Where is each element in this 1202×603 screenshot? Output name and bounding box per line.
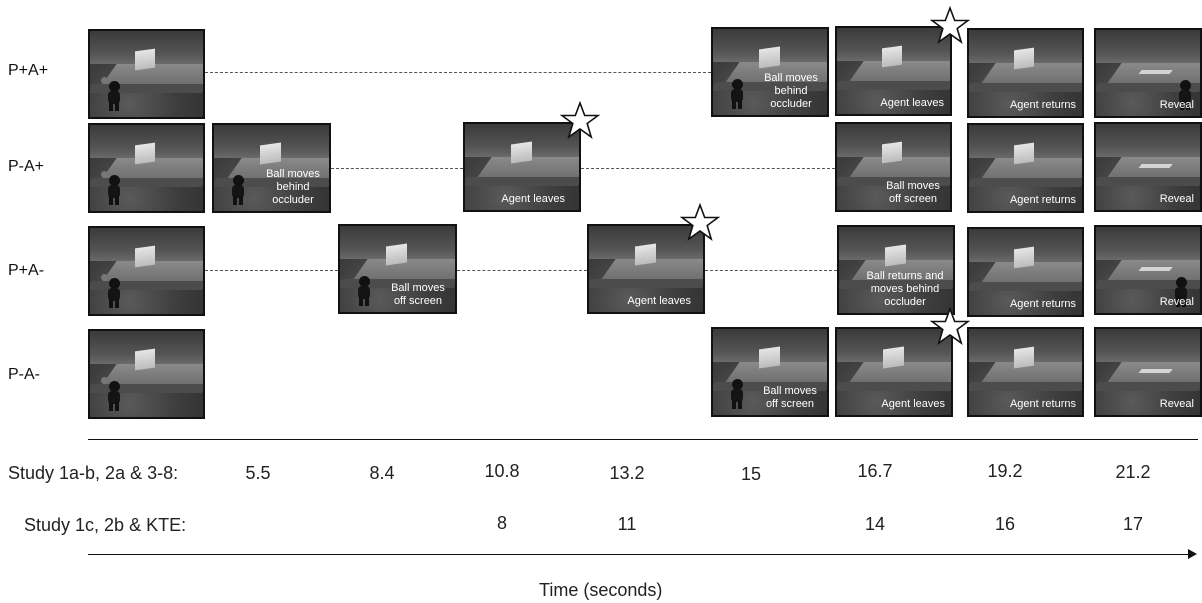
scene-frame: Agent leaves [587,224,705,314]
scene-frame: Agent returns [967,123,1084,213]
scene-caption: Reveal [1159,296,1194,308]
scene-frame: Ball moves off screen [338,224,457,314]
time-value: 16.7 [857,461,893,481]
star-icon [680,203,720,242]
star-icon [560,101,600,140]
scene-caption: Agent returns [1009,298,1076,310]
scene-caption: Agent leaves [881,398,945,410]
time-value: 10.8 [484,461,520,481]
scene-frame: Reveal [1094,122,1202,212]
time-value: 13.2 [609,463,645,483]
connector-line [205,72,711,73]
connector-line [581,168,835,169]
row-label-p-plus-a-minus: P+A- [8,262,45,279]
scene-frame: Agent returns [967,227,1084,317]
scene-frame: Reveal [1094,28,1202,118]
arrow-head-icon [1188,549,1197,559]
scene-frame: Reveal [1094,225,1202,315]
scene-caption: Ball moves off screen [886,180,940,205]
scene-caption: Agent returns [1009,194,1076,206]
scene-caption: Reveal [1159,398,1194,410]
scene-frame: Reveal [1094,327,1202,417]
scene-caption: Ball moves off screen [763,385,817,410]
time-axis-title: Time (seconds) [539,580,663,600]
row-label-p-plus-a-plus: P+A+ [8,62,49,79]
time-value: 5.5 [245,463,271,483]
scene-caption: Reveal [1159,193,1194,205]
timeline-row2-label: Study 1c, 2b & KTE: [24,515,187,535]
row-label-p-minus-a-plus: P-A+ [8,158,45,175]
scene-caption: Reveal [1159,99,1194,111]
scene-frame: Agent leaves [835,26,952,116]
scene-frame [88,226,205,316]
scene-caption: Ball returns and moves behind occluder [866,270,944,308]
time-value: 11 [617,514,637,534]
scene-frame: Ball moves off screen [711,327,829,417]
time-value: 8 [496,513,507,533]
time-value: 21.2 [1115,462,1151,482]
time-value: 14 [864,514,886,534]
scene-caption: Agent returns [1009,99,1076,111]
star-icon [930,307,970,346]
scene-caption: Ball moves behind occluder [266,168,320,206]
time-axis-arrow [88,554,1188,555]
scene-frame [88,29,205,119]
time-value: 19.2 [987,461,1023,481]
timeline-row1-label: Study 1a-b, 2a & 3-8: [8,463,179,483]
connector-line [205,270,338,271]
scene-frame: Agent leaves [463,122,581,212]
scene-frame: Ball moves behind occluder [212,123,331,213]
scene-frame [88,123,205,213]
scene-frame: Ball moves off screen [835,122,952,212]
time-value: 15 [740,464,762,484]
scene-frame: Ball returns and moves behind occluder [837,225,955,315]
timeline-divider [88,439,1198,440]
time-value: 8.4 [369,463,395,483]
scene-caption: Agent leaves [627,295,691,307]
row-label-p-minus-a-minus: P-A- [8,366,40,383]
connector-line [331,168,463,169]
connector-line [457,270,587,271]
scene-frame: Agent returns [967,28,1084,118]
scene-caption: Agent returns [1009,398,1076,410]
scene-caption: Ball moves behind occluder [764,72,818,110]
scene-frame [88,329,205,419]
scene-frame: Ball moves behind occluder [711,27,829,117]
time-value: 17 [1122,514,1144,534]
connector-line [705,270,837,271]
time-value: 16 [994,514,1016,534]
scene-caption: Ball moves off screen [391,282,445,307]
scene-frame: Agent returns [967,327,1084,417]
scene-frame: Agent leaves [835,327,953,417]
scene-caption: Agent leaves [880,97,944,109]
scene-caption: Agent leaves [501,193,565,205]
star-icon [930,6,970,45]
